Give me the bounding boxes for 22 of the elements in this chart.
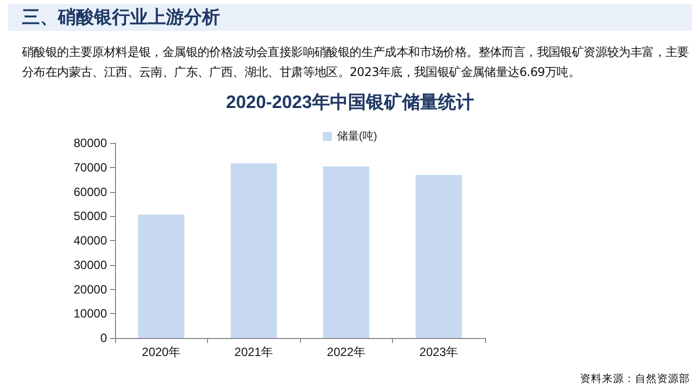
x-tick-label: 2022年 [326, 345, 366, 359]
y-tick-label: 0 [100, 331, 108, 345]
chart-title: 2020-2023年中国银矿储量统计 [226, 92, 474, 112]
bar [323, 166, 370, 338]
legend-label: 储量(吨) [336, 130, 378, 142]
x-tick-label: 2020年 [142, 345, 181, 359]
bar [230, 163, 277, 338]
x-tick-label: 2023年 [419, 345, 458, 359]
y-tick-label: 10000 [74, 306, 108, 321]
y-tick-label: 60000 [74, 184, 108, 199]
y-tick-label: 80000 [74, 136, 108, 150]
y-tick-label: 70000 [74, 160, 108, 174]
x-tick-label: 2021年 [234, 345, 274, 359]
bar [138, 214, 184, 338]
text: 硝酸银的主要原材料是银，金属银的价格波动会直接影响硝酸银的生产成本和市场价格。整体而言，我国银矿资源较为丰富，主要分布在内蒙古、江西、云南、广东、广西、湖北、甘肃等地区。2023年底，我国银矿金属储量达6.69万吨。 [22, 44, 690, 81]
text: 资料来源：自然资源部 [580, 372, 690, 386]
y-tick-label: 50000 [74, 209, 108, 224]
y-tick-label: 20000 [74, 282, 108, 296]
y-tick-label: 30000 [74, 258, 108, 272]
text: 三、硝酸银行业上游分析 [8, 4, 692, 31]
bar [416, 174, 462, 338]
y-tick-label: 40000 [74, 234, 108, 248]
